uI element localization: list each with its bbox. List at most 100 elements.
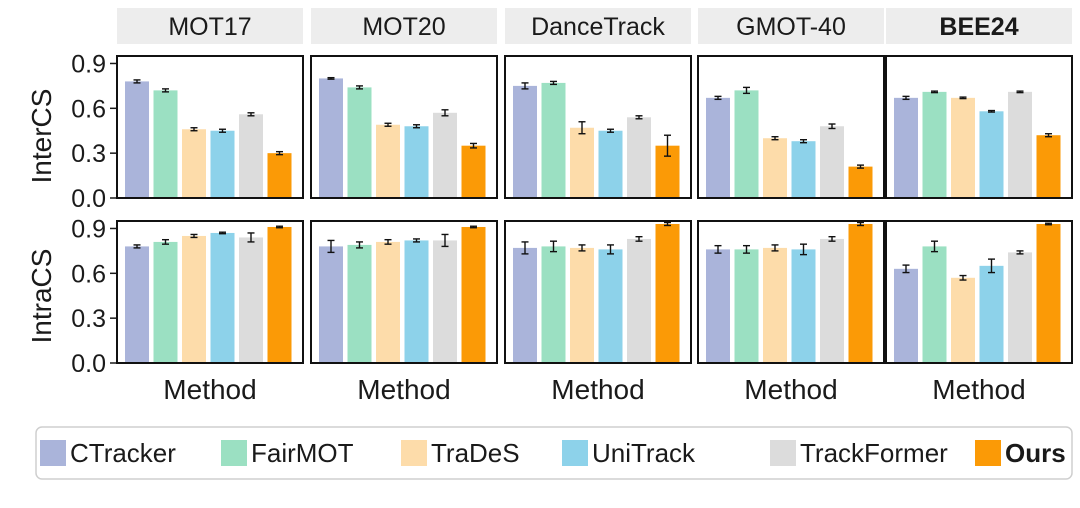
error-bar-trackformer [441,233,449,248]
legend-swatch-ours [975,440,1001,466]
error-bar-trades [578,244,586,252]
error-bar-unitrack [800,243,807,256]
x-axis-title: Method [932,374,1025,405]
bar-fairmot [347,87,372,198]
bar-unitrack [404,126,429,198]
bar-ctracker [319,246,343,363]
panel-frame [310,55,498,199]
y-axis-intracs: 0.0 0.3 0.6 0.9 [71,215,117,378]
bar-fairmot [153,90,178,198]
panel-strips: MOT17 MOT20 DanceTrack GMOT-40 BEE24 [117,8,1072,44]
bar-trackformer [627,238,651,363]
legend-swatch-fairmot [221,440,247,466]
legend-swatch-unitrack [562,440,588,466]
bar-unitrack [979,265,1004,363]
bar-ours [848,166,873,198]
bar-unitrack [791,249,816,363]
legend-label-trackformer: TrackFormer [800,438,948,468]
chart-legend: CTracker FairMOT TraDeS UniTrack TrackFormer… [35,426,1073,480]
y-tick-label: 0.0 [71,350,106,378]
error-bar-fairmot [162,88,169,93]
error-bar-trackformer [247,112,255,117]
error-bar-ctracker [902,264,910,274]
bar-ours [848,223,873,363]
error-bar-fairmot [743,86,750,95]
legend-label-unitrack: UniTrack [592,438,696,468]
bar-trackformer [433,240,457,363]
bar-unitrack [979,111,1004,198]
bar-ctracker [319,78,343,198]
error-bar-ours [470,225,477,229]
x-axis-title: Method [163,374,256,405]
error-bar-ours [857,221,864,227]
bar-trades [570,127,594,198]
bar-fairmot [541,82,566,198]
error-bar-unitrack [219,128,226,133]
y-tick-label: 0.6 [71,260,106,288]
error-bar-fairmot [931,240,938,253]
bar-ours [1036,135,1061,198]
bar-trades [951,97,975,198]
error-bar-ctracker [902,95,910,101]
panel-strip-gmot-40 [698,8,884,44]
error-bar-unitrack [219,231,226,235]
legend-swatch-ctracker [40,440,66,466]
panel-gmot-40-intercs [697,55,885,199]
bar-trackformer [239,114,263,198]
panel-title-dancetrack: DanceTrack [531,13,665,41]
y-tick-label: 0.9 [71,215,106,243]
error-bar-ctracker [133,244,141,249]
legend-item-ctracker: CTracker [40,438,176,468]
bar-trackformer [820,238,844,363]
bar-fairmot [922,91,947,198]
error-bar-ours [276,225,283,229]
error-bar-ctracker [133,79,141,84]
error-bar-unitrack [607,244,614,255]
bar-trackformer [239,237,263,363]
error-bar-trackformer [441,109,449,117]
error-bar-trades [384,238,392,245]
panel-mot20-intercs [310,55,498,199]
error-bar-trackformer [1016,250,1024,255]
error-bar-ctracker [714,244,722,254]
panel-frame [116,55,304,199]
error-bar-trackformer [635,115,643,120]
error-bar-trackformer [247,232,255,243]
error-bar-ours [1045,222,1052,226]
row-axis-titles: InterCS IntraCS [26,89,57,344]
error-bar-fairmot [356,85,363,90]
error-bar-trades [959,274,967,281]
bar-ctracker [706,249,730,363]
error-bar-trackformer [828,235,836,242]
panel-frame [310,220,498,364]
error-bar-trades [959,96,967,100]
bar-trackformer [433,112,457,198]
bar-ctracker [125,246,149,363]
error-bar-ours [664,134,671,157]
legend-swatch-trackformer [770,440,796,466]
panel-bee24-intracs [885,220,1073,364]
panel-mot17-intercs [116,55,304,199]
bar-unitrack [791,141,816,198]
panel-dancetrack-intercs [504,55,692,199]
y-tick-label: 0.0 [71,185,106,213]
error-bar-trades [771,136,779,141]
error-bar-fairmot [356,241,363,249]
error-bar-ctracker [521,82,529,90]
bar-fairmot [541,246,566,363]
error-bar-ctracker [714,95,722,101]
legend-swatch-trades [401,440,427,466]
legend-frame [35,426,1073,480]
bar-fairmot [922,246,947,363]
legend-label-ours: Ours [1005,438,1066,468]
panel-dancetrack-intracs [504,220,692,364]
error-bar-fairmot [162,238,169,245]
bar-ours [461,145,486,198]
bar-unitrack [598,249,623,363]
panel-bee24-intercs [885,55,1073,199]
legend-item-fairmot: FairMOT [221,438,354,468]
bar-unitrack [404,240,429,363]
x-axis-title: Method [551,374,644,405]
error-bar-trackformer [635,235,643,242]
panel-frame [885,220,1073,364]
